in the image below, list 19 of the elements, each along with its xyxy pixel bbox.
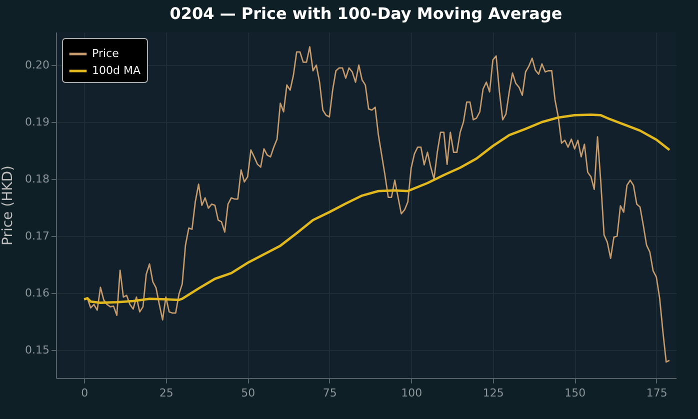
- y-tick-label: 0.15: [25, 344, 50, 357]
- x-tick-label: 175: [646, 386, 668, 400]
- line-series: [82, 113, 671, 304]
- y-tick-label: 0.20: [25, 58, 50, 72]
- y-axis-title: Price (HKD): [0, 165, 16, 246]
- y-tick-label: 0.16: [25, 286, 50, 300]
- x-tick-label: 125: [482, 386, 504, 400]
- legend-label: 100d MA: [92, 64, 141, 77]
- y-tick-label: 0.17: [25, 230, 50, 243]
- x-tick-label: 0: [81, 386, 88, 400]
- x-tick-label: 50: [241, 386, 256, 400]
- x-tick-label: 75: [322, 386, 337, 400]
- legend-label: Price: [92, 47, 120, 60]
- x-tick-label: 100: [401, 386, 422, 400]
- x-tick-label: 150: [564, 386, 586, 400]
- x-tick-label: 25: [159, 386, 174, 400]
- y-tick-label: 0.18: [25, 172, 50, 186]
- chart-title: 0204 — Price with 100-Day Moving Average: [170, 4, 562, 23]
- y-tick-label: 0.19: [25, 116, 50, 129]
